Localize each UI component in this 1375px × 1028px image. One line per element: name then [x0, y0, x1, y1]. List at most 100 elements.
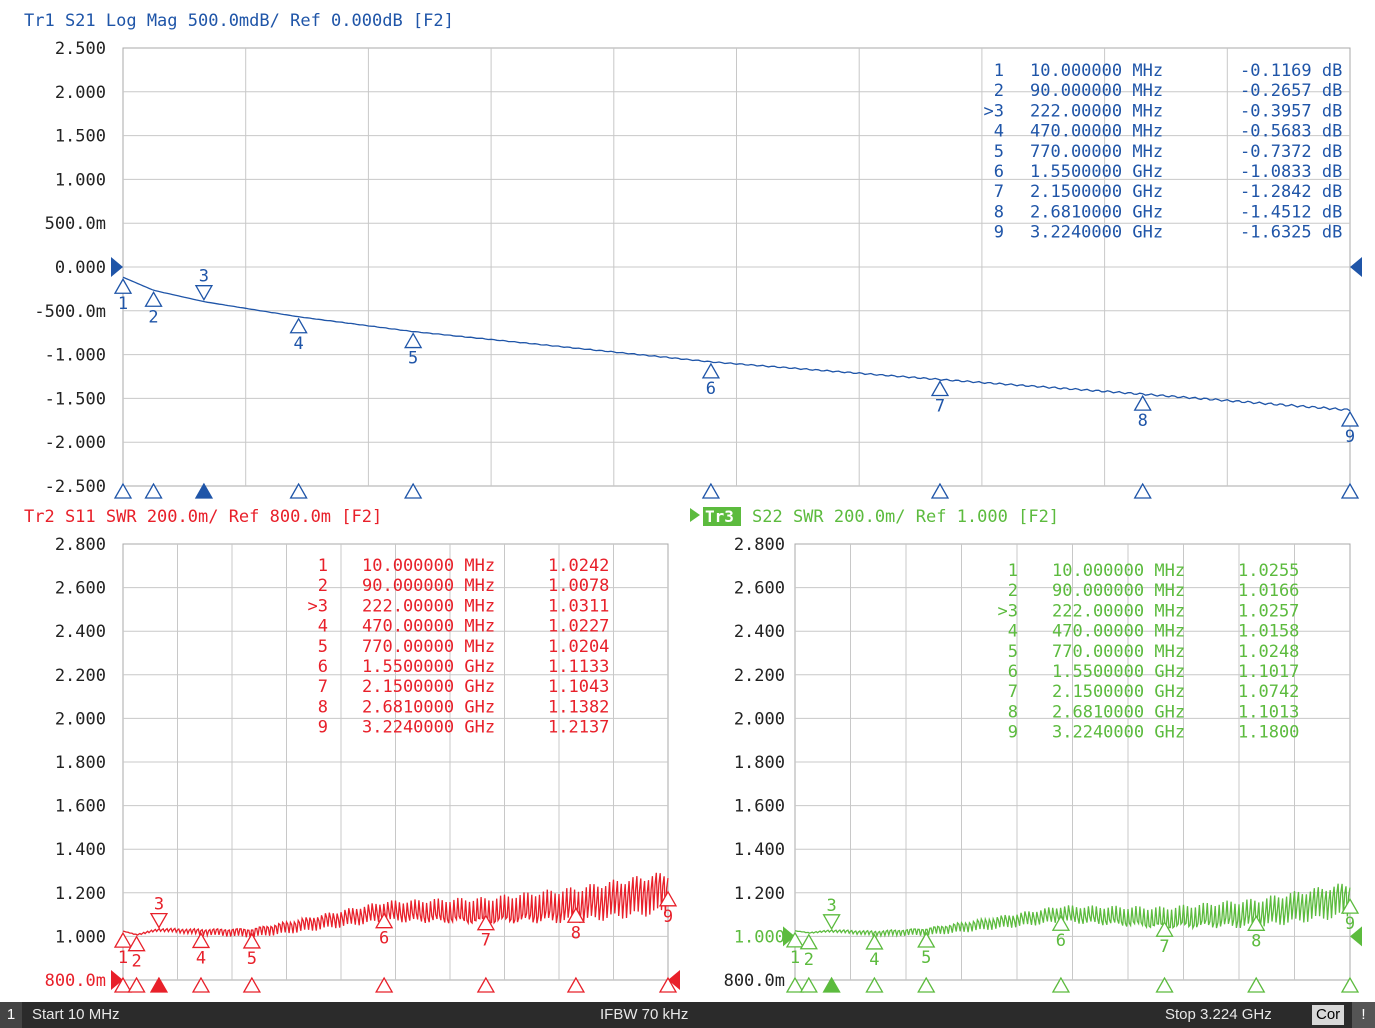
marker-label: 7 [1159, 937, 1169, 957]
marker-table-value: 1.1800 [1238, 723, 1299, 743]
marker-table-frequency: 90.000000 MHz [1052, 581, 1185, 601]
axis-marker-icon [1340, 482, 1360, 499]
start-frequency[interactable]: Start 10 MHz [32, 1006, 120, 1023]
marker-table-value: 1.0227 [548, 617, 609, 637]
y-tick-label: 2.000 [55, 83, 106, 103]
marker-table-value: -0.5683 dB [1240, 122, 1342, 142]
marker-8-icon [566, 906, 586, 923]
marker-table-value: -1.6325 dB [1240, 223, 1342, 243]
marker-label: 9 [1345, 427, 1355, 447]
marker-label: 8 [1251, 931, 1261, 951]
y-tick-label: 1.800 [55, 753, 106, 773]
marker-2-icon [799, 933, 818, 950]
marker-table-frequency: 90.000000 MHz [1030, 81, 1163, 101]
marker-table-index: 6 [1008, 662, 1018, 682]
ref-level-icon [111, 257, 123, 277]
marker-6-icon [701, 362, 721, 379]
marker-table-value: -0.2657 dB [1240, 81, 1342, 101]
marker-table-index: 4 [318, 617, 328, 637]
trace-badge-label: Tr3 [705, 507, 734, 526]
channel-indicator[interactable]: 1 [0, 1002, 22, 1028]
axis-marker-icon [144, 482, 163, 499]
marker-6-icon [375, 912, 394, 929]
marker-table-value: 1.1382 [548, 697, 609, 717]
marker-table-value: -0.3957 dB [1240, 101, 1342, 121]
marker-table-index: 7 [318, 677, 328, 697]
marker-table-frequency: 90.000000 MHz [362, 576, 495, 596]
ref-level-icon [783, 926, 795, 947]
axis-marker-icon [930, 482, 950, 499]
ifbw-setting[interactable]: IFBW 70 kHz [600, 1006, 689, 1023]
marker-8-icon [1247, 915, 1266, 931]
y-tick-label: 800.0m [724, 971, 785, 991]
marker-9-icon [658, 890, 678, 907]
y-tick-label: 1.400 [55, 840, 106, 860]
marker-table-index: 8 [318, 697, 328, 717]
axis-marker-icon [658, 976, 678, 993]
marker-label: 9 [1345, 914, 1355, 934]
marker-table-value: 1.0166 [1238, 581, 1299, 601]
axis-marker-icon [289, 482, 308, 499]
axis-marker-icon [127, 976, 146, 993]
warning-icon[interactable]: ! [1352, 1002, 1375, 1028]
marker-label: 3 [154, 895, 164, 915]
marker-table-index: 1 [318, 556, 328, 576]
trace-title: Tr1 S21 Log Mag 500.0mdB/ Ref 0.000dB [F… [24, 11, 454, 31]
marker-table-index: 7 [994, 182, 1004, 202]
marker-label: 6 [1056, 931, 1066, 951]
axis-marker-icon [865, 976, 884, 993]
active-trace-icon [690, 508, 700, 522]
marker-label: 9 [663, 907, 673, 927]
marker-table-index: >3 [998, 601, 1018, 621]
y-tick-label: -500.0m [34, 302, 106, 322]
y-tick-label: 1.000 [55, 170, 106, 190]
y-tick-label: 2.400 [734, 622, 785, 642]
marker-9-icon [1340, 897, 1360, 914]
marker-table-index: 9 [1008, 723, 1018, 743]
axis-marker-icon [375, 976, 394, 993]
marker-table-frequency: 10.000000 MHz [362, 556, 495, 576]
axis-marker-icon [1340, 976, 1360, 993]
marker-table-value: 1.1133 [548, 657, 609, 677]
stop-frequency[interactable]: Stop 3.224 GHz [1165, 1006, 1272, 1023]
marker-table-value: 1.0257 [1238, 601, 1299, 621]
y-tick-label: 1.000 [734, 927, 785, 947]
marker-6-icon [1051, 914, 1071, 931]
marker-table-frequency: 770.00000 MHz [1052, 642, 1185, 662]
marker-label: 7 [481, 931, 491, 951]
marker-table-value: 1.0242 [548, 556, 609, 576]
axis-marker-icon [1133, 482, 1152, 499]
y-tick-label: -1.000 [45, 346, 106, 366]
marker-label: 1 [790, 948, 800, 968]
marker-table-frequency: 2.1500000 GHz [1052, 682, 1185, 702]
marker-table-frequency: 2.6810000 GHz [1052, 702, 1185, 722]
y-tick-label: 1.400 [734, 840, 785, 860]
marker-table-frequency: 10.000000 MHz [1052, 561, 1185, 581]
marker-table-frequency: 3.2240000 GHz [1052, 723, 1185, 743]
axis-marker-icon [566, 976, 586, 993]
marker-3-icon [822, 914, 841, 931]
marker-label: 3 [826, 896, 836, 916]
marker-table-frequency: 1.5500000 GHz [1030, 162, 1163, 182]
y-tick-label: 500.0m [45, 214, 106, 234]
marker-table-value: 1.0255 [1238, 561, 1299, 581]
marker-label: 1 [118, 294, 128, 314]
marker-table-frequency: 222.00000 MHz [362, 596, 495, 616]
marker-table-frequency: 1.5500000 GHz [1052, 662, 1185, 682]
ref-level-icon [1350, 926, 1362, 947]
y-tick-label: 0.000 [55, 258, 106, 278]
marker-label: 2 [148, 307, 158, 327]
marker-1-icon [113, 931, 133, 948]
marker-table-value: 1.1043 [548, 677, 609, 697]
marker-4-icon [289, 317, 308, 334]
axis-marker-icon [149, 976, 169, 993]
marker-label: 2 [804, 950, 814, 970]
y-tick-label: 2.400 [55, 622, 106, 642]
axis-marker-icon [194, 482, 214, 499]
marker-label: 8 [571, 923, 581, 943]
correction-badge[interactable]: Cor [1312, 1005, 1345, 1025]
marker-table-frequency: 470.00000 MHz [362, 617, 495, 637]
marker-table-index: 2 [994, 81, 1004, 101]
y-tick-label: -2.000 [45, 433, 106, 453]
axis-marker-icon [1247, 976, 1266, 993]
